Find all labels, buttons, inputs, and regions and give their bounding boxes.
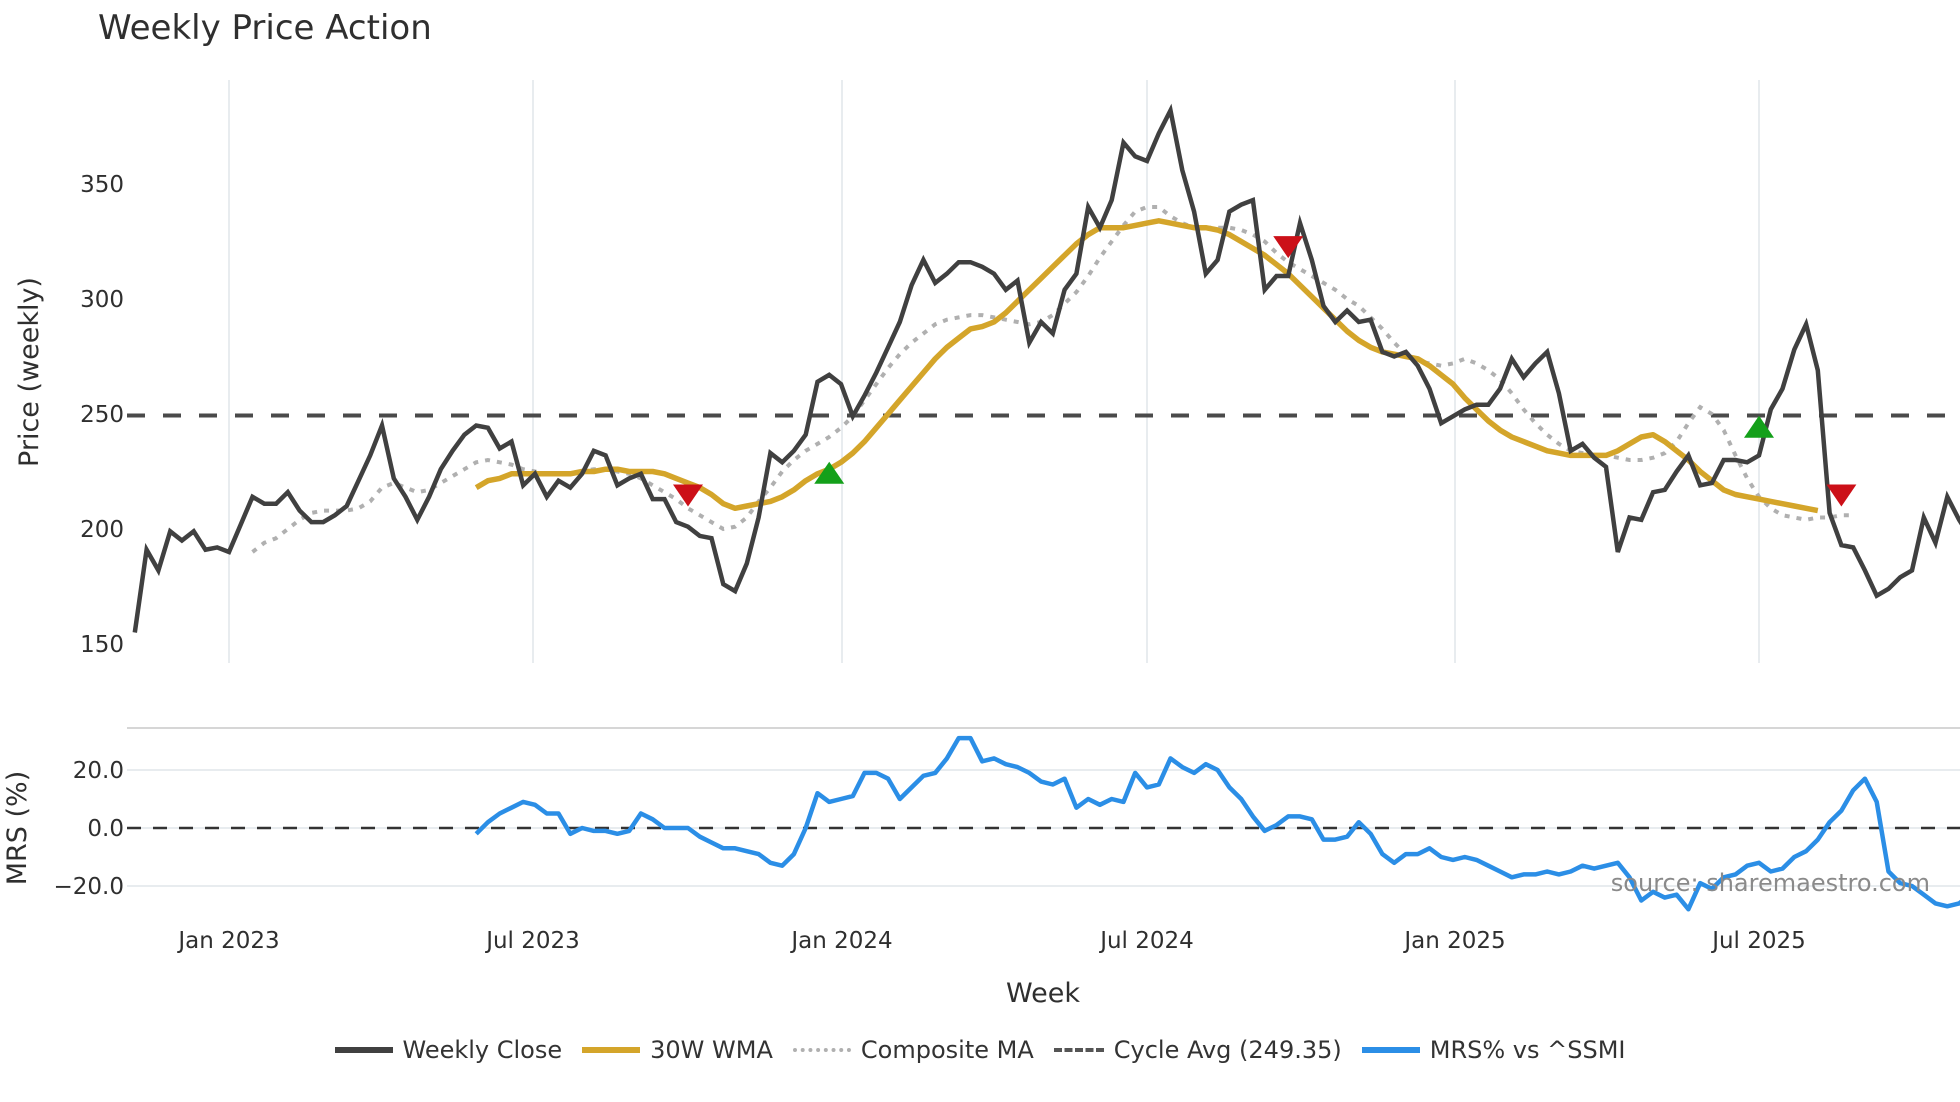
legend-label: Composite MA <box>860 1036 1034 1064</box>
price-y-tick-label: 350 <box>80 172 124 198</box>
wma-swatch-icon <box>582 1047 641 1053</box>
sell-signal-triangle-down-icon <box>1826 484 1857 507</box>
x-tick-label: Jan 2025 <box>1402 928 1505 954</box>
x-axis: Jan 2023 Jul 2023 Jan 2024 Jul 2024 Jan 2025… <box>176 928 1805 954</box>
legend-label: Weekly Close <box>402 1036 563 1064</box>
x-tick-label: Jan 2023 <box>176 928 279 954</box>
mrs-y-tick-label: 20.0 <box>73 758 124 784</box>
source-watermark: source: sharemaestro.com <box>1611 869 1930 897</box>
price-y-tick-label: 300 <box>80 287 124 313</box>
weekly-close-swatch-icon <box>334 1047 393 1053</box>
legend: Weekly Close 30W WMA Composite MA Cycle … <box>0 1036 1960 1064</box>
legend-item-mrs[interactable]: MRS% vs ^SSMI <box>1361 1036 1626 1064</box>
legend-item-composite-ma[interactable]: Composite MA <box>792 1036 1034 1064</box>
sell-signal-triangle-down-icon <box>673 484 703 507</box>
mrs-line <box>474 735 1960 912</box>
series-layer <box>127 103 1960 912</box>
mrs-y-axis: −20.0 0.0 20.0 <box>54 758 124 900</box>
gridlines <box>127 80 1960 887</box>
weekly-close-line <box>132 103 1960 633</box>
mrs-swatch-icon <box>1361 1047 1420 1053</box>
legend-label: Cycle Avg (249.35) <box>1113 1036 1342 1064</box>
legend-label: 30W WMA <box>650 1036 773 1064</box>
legend-item-weekly-close[interactable]: Weekly Close <box>334 1036 563 1064</box>
sell-signal-triangle-down-icon <box>1273 236 1304 259</box>
cycle-swatch-icon <box>1053 1048 1104 1052</box>
buy-signal-triangle-up-icon <box>1744 415 1774 438</box>
price-y-tick-label: 250 <box>80 402 124 428</box>
legend-item-30w-wma[interactable]: 30W WMA <box>582 1036 773 1064</box>
price-y-axis: 150 200 250 300 350 <box>80 172 124 658</box>
legend-item-cycle-avg[interactable]: Cycle Avg (249.35) <box>1053 1036 1342 1064</box>
x-tick-label: Jul 2023 <box>484 928 580 954</box>
price-y-axis-title: Price (weekly) <box>14 277 45 467</box>
x-axis-title: Week <box>1006 978 1080 1009</box>
signal-markers <box>673 236 1857 507</box>
x-tick-label: Jul 2024 <box>1098 928 1194 954</box>
buy-signal-triangle-up-icon <box>814 461 845 484</box>
x-tick-label: Jul 2025 <box>1710 928 1806 954</box>
composite-ma-line <box>251 205 1854 554</box>
mrs-y-axis-title: MRS (%) <box>2 771 33 886</box>
x-tick-label: Jan 2024 <box>789 928 892 954</box>
price-y-tick-label: 200 <box>80 517 124 543</box>
legend-label: MRS% vs ^SSMI <box>1429 1036 1626 1064</box>
mrs-y-tick-label: −20.0 <box>54 874 124 900</box>
chart-title: Weekly Price Action <box>98 8 432 48</box>
mrs-y-tick-label: 0.0 <box>87 816 124 842</box>
composite-swatch-icon <box>792 1048 851 1052</box>
price-y-tick-label: 150 <box>80 632 124 658</box>
